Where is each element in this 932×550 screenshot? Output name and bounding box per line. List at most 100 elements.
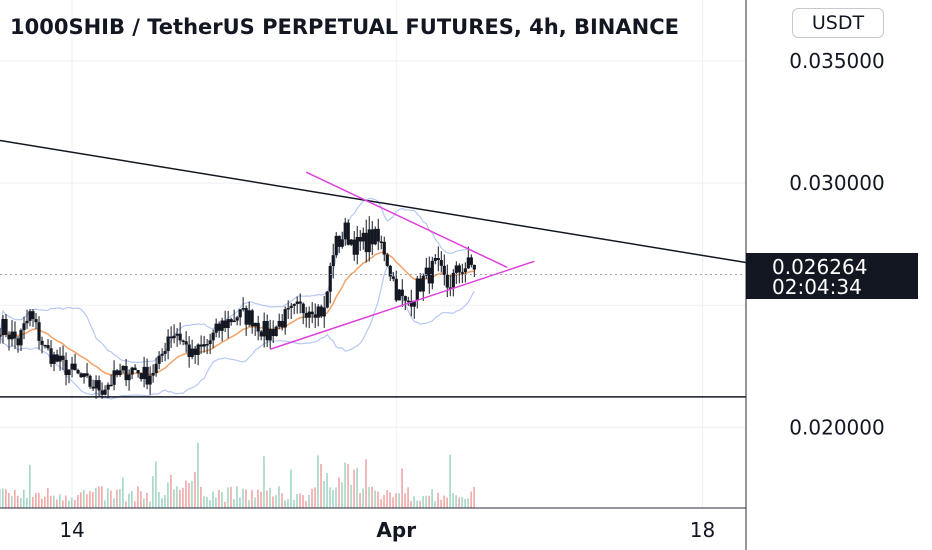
volume-bar — [74, 500, 76, 508]
candle-body — [97, 380, 101, 391]
candle-body — [346, 222, 350, 245]
volume-bar — [158, 492, 160, 508]
volume-bar — [0, 489, 1, 508]
volume-bar — [320, 464, 322, 508]
volume-bar — [404, 493, 406, 508]
volume-bar — [71, 497, 73, 508]
volume-bar — [272, 496, 274, 508]
candle-body — [1, 319, 5, 336]
candle-body — [361, 232, 365, 242]
volume-bar — [308, 495, 310, 508]
candle-body — [124, 366, 128, 381]
volume-bar — [116, 489, 118, 508]
candle-body — [163, 351, 167, 354]
candle-body — [115, 370, 119, 376]
volume-bar — [287, 499, 289, 508]
candle-body — [343, 222, 347, 240]
volume-bar — [260, 491, 262, 508]
candle-body — [358, 237, 362, 242]
candle-body — [400, 289, 404, 297]
candle-body — [394, 278, 398, 301]
candle-body — [388, 265, 392, 277]
volume-bar — [335, 487, 337, 508]
volume-bar — [446, 497, 448, 508]
volume-bar — [152, 476, 154, 508]
time-tick-label: 18 — [690, 518, 715, 542]
candle-body — [241, 308, 245, 310]
upper-band-line — [0, 197, 475, 363]
candle-body — [28, 311, 32, 321]
volume-bar — [347, 464, 349, 508]
candle-body — [208, 340, 212, 345]
candle-body — [10, 331, 14, 340]
candle-body — [337, 235, 341, 247]
volume-bar — [395, 493, 397, 508]
candle-body — [40, 340, 44, 345]
volume-bar — [458, 497, 460, 508]
candle-body — [409, 300, 413, 307]
candle-body — [334, 235, 338, 256]
volume-bar — [359, 493, 361, 508]
volume-bar — [110, 490, 112, 508]
volume-bar — [452, 493, 454, 508]
candle-body — [364, 232, 368, 253]
volume-bar — [380, 499, 382, 508]
candle-body — [46, 345, 50, 349]
volume-bar — [44, 496, 46, 508]
chart-title: 1000SHIB / TetherUS PERPETUAL FUTURES, 4… — [10, 15, 679, 39]
candle-body — [70, 363, 74, 370]
candle-body — [73, 363, 77, 371]
volume-bar — [218, 489, 220, 508]
candle-body — [37, 322, 41, 341]
candle-body — [460, 272, 464, 274]
candle-body — [175, 333, 179, 336]
candle-body — [292, 303, 296, 306]
candle-body — [238, 309, 242, 318]
candle-body — [19, 330, 23, 346]
candle-body — [256, 322, 260, 332]
volume-bar — [224, 501, 226, 508]
volume-bar — [242, 488, 244, 508]
volume-bar — [107, 488, 109, 508]
candle-body — [250, 310, 254, 327]
volume-bars — [0, 442, 475, 508]
triangle-lower-line — [269, 260, 535, 350]
candle-body — [220, 320, 224, 331]
volume-bar — [341, 482, 343, 508]
candle-body — [448, 287, 452, 289]
volume-bar — [419, 500, 421, 508]
candle-body — [427, 267, 431, 284]
candle-body — [286, 307, 290, 310]
candle-body — [103, 389, 107, 395]
candle-body — [379, 241, 383, 243]
volume-bar — [326, 473, 328, 508]
volume-bar — [281, 493, 283, 508]
currency-button[interactable]: USDT — [792, 8, 884, 38]
candle-body — [58, 355, 62, 362]
candle-body — [412, 300, 416, 307]
volume-bar — [5, 488, 7, 508]
candle-body — [259, 331, 263, 337]
volume-bar — [2, 488, 4, 508]
volume-bar — [407, 487, 409, 508]
candle-body — [319, 306, 323, 317]
candle-body — [454, 265, 458, 273]
volume-bar — [299, 493, 301, 508]
volume-bar — [176, 486, 178, 508]
volume-bar — [122, 477, 124, 508]
volume-bar — [371, 486, 373, 508]
volume-bar — [305, 500, 307, 508]
candle-body — [196, 344, 200, 355]
volume-bar — [227, 487, 229, 508]
volume-bar — [383, 494, 385, 508]
volume-bar — [200, 486, 202, 508]
candle-body — [160, 353, 164, 356]
volume-bar — [98, 486, 100, 508]
candle-body — [187, 344, 191, 357]
ema-overlay — [0, 251, 475, 376]
candle-body — [85, 373, 89, 376]
candle-body — [232, 320, 236, 323]
volume-bar — [431, 489, 433, 508]
candle-body — [313, 314, 317, 318]
volume-bar — [65, 495, 67, 508]
